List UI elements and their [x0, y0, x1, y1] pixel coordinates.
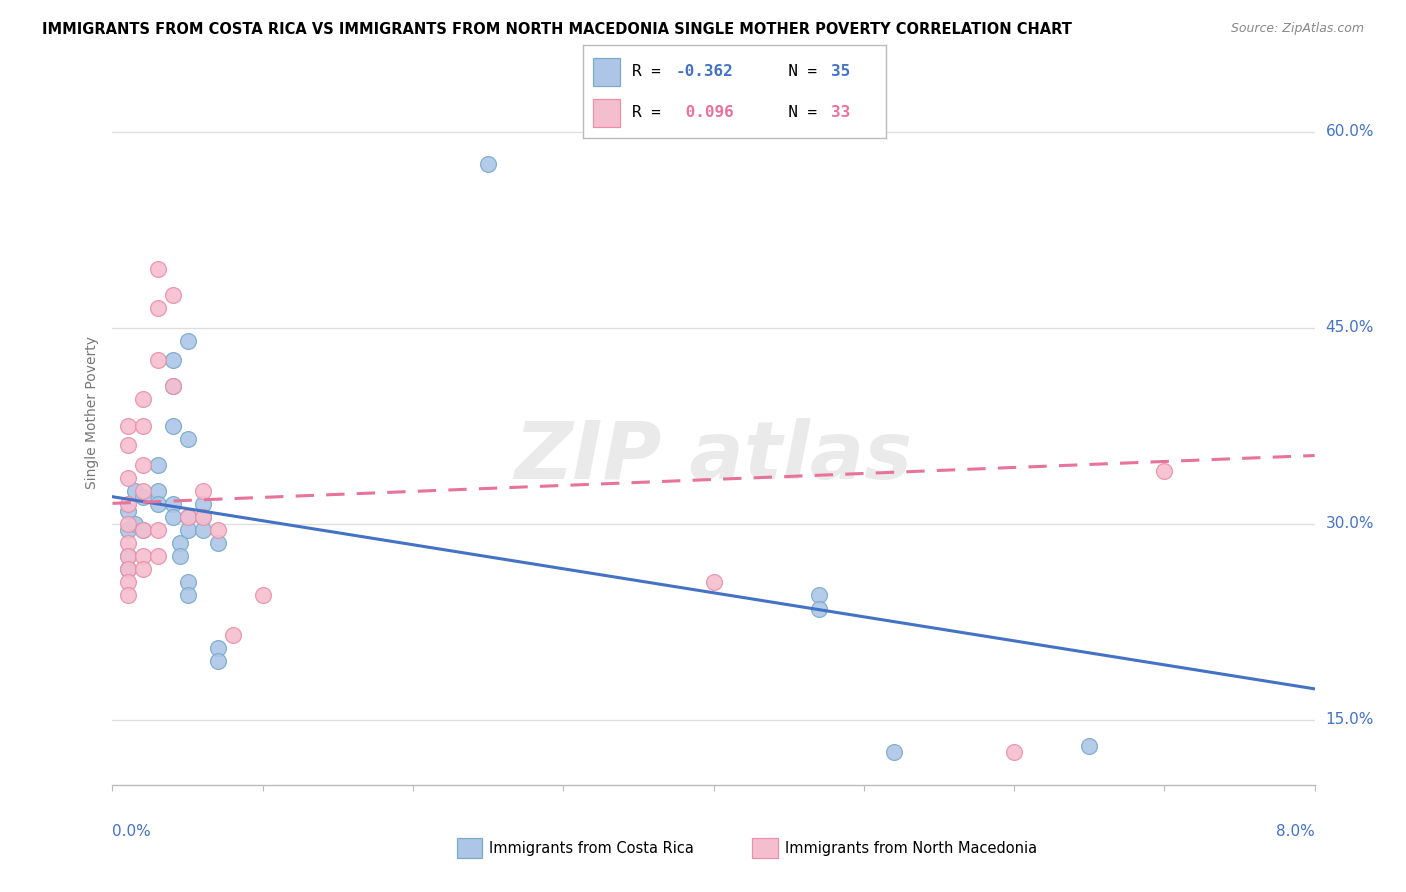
Point [146, 497, 169, 511]
Point [176, 589, 198, 603]
Point [117, 418, 139, 433]
Point [117, 549, 139, 564]
Point [176, 510, 198, 524]
Point [146, 549, 169, 564]
Text: 15.0%: 15.0% [1326, 712, 1374, 727]
Point [146, 261, 169, 276]
Point [131, 562, 153, 576]
Point [124, 483, 146, 498]
Point [207, 654, 229, 668]
Point [146, 483, 169, 498]
Point [252, 589, 274, 603]
Bar [592, 99, 620, 127]
Text: 0.0%: 0.0% [112, 824, 152, 838]
Point [1153, 464, 1175, 478]
Text: 60.0%: 60.0% [1326, 124, 1374, 139]
Point [207, 640, 229, 655]
Point [117, 536, 139, 550]
Point [131, 483, 153, 498]
Text: 8.0%: 8.0% [1275, 824, 1315, 838]
Point [146, 301, 169, 315]
Point [162, 418, 184, 433]
Point [131, 491, 153, 505]
Text: 33: 33 [831, 105, 851, 120]
Point [162, 353, 184, 368]
Point [176, 334, 198, 348]
Text: Immigrants from North Macedonia: Immigrants from North Macedonia [785, 841, 1036, 855]
Point [477, 157, 499, 171]
Point [117, 516, 139, 531]
Point [207, 523, 229, 537]
Point [162, 288, 184, 302]
Point [117, 438, 139, 452]
Point [131, 458, 153, 472]
Point [117, 575, 139, 590]
Point [191, 510, 214, 524]
Point [169, 549, 191, 564]
Point [162, 379, 184, 393]
Point [176, 510, 198, 524]
Point [117, 471, 139, 485]
Point [162, 510, 184, 524]
Text: IMMIGRANTS FROM COSTA RICA VS IMMIGRANTS FROM NORTH MACEDONIA SINGLE MOTHER POVE: IMMIGRANTS FROM COSTA RICA VS IMMIGRANTS… [42, 22, 1071, 37]
Point [131, 392, 153, 407]
Point [176, 575, 198, 590]
Point [117, 497, 139, 511]
Point [222, 628, 245, 642]
Text: N =: N = [769, 105, 827, 120]
Point [124, 516, 146, 531]
Point [117, 549, 139, 564]
Point [117, 562, 139, 576]
Point [117, 562, 139, 576]
Point [176, 432, 198, 446]
Text: 30.0%: 30.0% [1326, 516, 1374, 531]
Text: Immigrants from Costa Rica: Immigrants from Costa Rica [489, 841, 695, 855]
Point [131, 523, 153, 537]
Text: 35: 35 [831, 64, 851, 79]
Point [146, 458, 169, 472]
Point [131, 523, 153, 537]
Point [176, 523, 198, 537]
Text: ZIP atlas: ZIP atlas [515, 418, 912, 496]
Point [883, 745, 905, 759]
Text: -0.362: -0.362 [676, 64, 734, 79]
Bar [592, 58, 620, 86]
Point [191, 497, 214, 511]
Point [702, 575, 725, 590]
Point [191, 483, 214, 498]
Point [117, 589, 139, 603]
Point [146, 523, 169, 537]
Point [162, 497, 184, 511]
Point [146, 353, 169, 368]
Point [807, 601, 830, 615]
Point [117, 503, 139, 517]
Point [807, 589, 830, 603]
Point [131, 418, 153, 433]
Point [1002, 745, 1025, 759]
Point [131, 549, 153, 564]
Text: N =: N = [769, 64, 827, 79]
Text: 45.0%: 45.0% [1326, 320, 1374, 335]
Point [1078, 739, 1101, 753]
Text: R =: R = [631, 64, 671, 79]
Point [162, 379, 184, 393]
Point [117, 523, 139, 537]
Point [191, 523, 214, 537]
Text: Source: ZipAtlas.com: Source: ZipAtlas.com [1230, 22, 1364, 36]
Point [191, 510, 214, 524]
Text: 0.096: 0.096 [676, 105, 734, 120]
Point [207, 536, 229, 550]
Text: R =: R = [631, 105, 671, 120]
Y-axis label: Single Mother Poverty: Single Mother Poverty [86, 336, 100, 489]
Point [169, 536, 191, 550]
